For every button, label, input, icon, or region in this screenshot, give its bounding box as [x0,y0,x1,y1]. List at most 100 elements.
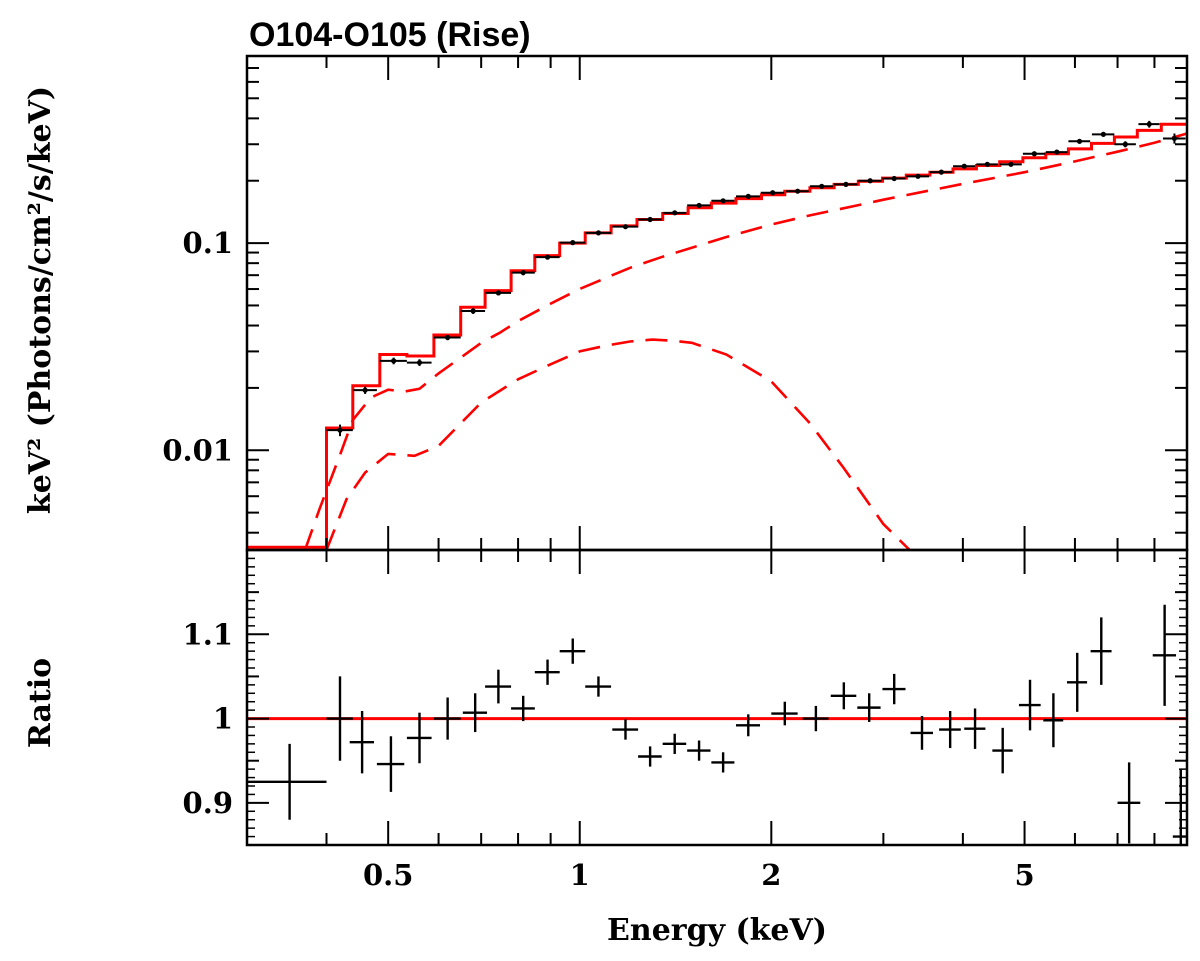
data-point-marker [520,270,526,276]
data-point-marker [445,334,451,341]
data-point-marker [1076,138,1083,144]
data-point-marker [470,308,476,314]
ratio-point [735,714,761,737]
ratio-point [559,638,586,664]
data-point [352,386,377,394]
ratio-y-tick-label: 1.1 [183,617,233,651]
data-point [406,359,432,367]
data-point [906,173,930,179]
ratio-point [433,697,461,740]
top-y-ticks: 0.1 0.01 [162,55,1187,534]
ratio-point [511,695,535,722]
ratio-point [687,740,711,761]
data-point [760,190,785,196]
data-point [882,175,906,182]
data-point [1138,120,1160,128]
ratio-point [882,673,906,705]
ratio-point [910,716,933,750]
ratio-point [857,693,881,722]
data-point-marker [843,181,849,187]
model-component-2 [325,338,911,550]
data-point-marker [819,183,825,189]
data-point [326,424,353,437]
data-point [638,216,662,223]
ratio-point [349,710,375,774]
ratio-y-tick-label: 0.9 [183,786,233,820]
data-point [662,210,687,216]
ratio-point [662,733,687,754]
data-point [534,254,560,260]
model-component-1 [303,132,1187,550]
data-point [460,308,486,314]
data-point-marker [544,254,551,260]
ratio-point [376,736,405,792]
y-tick-label: 0.01 [162,433,233,467]
data-point [485,290,512,296]
ratio-point [585,676,612,697]
data-point-marker [1100,131,1106,137]
data-point-marker [570,240,576,246]
data-point [1162,133,1186,144]
data-point-marker [867,178,873,184]
top-panel-frame [245,54,1189,552]
bottom-plot-area [247,604,1187,845]
data-point-marker [416,359,423,366]
x-tick-label: 0.5 [363,858,413,892]
data-point [735,193,761,200]
data-point-marker [1171,135,1178,142]
data-point-marker [622,224,629,230]
data-point [1045,149,1068,155]
data-point-marker [938,169,944,175]
top-plot-area [247,120,1187,550]
ratio-y-tick-label: 1 [213,702,233,736]
ratio-point [1090,617,1112,685]
x-axis-title: Energy (keV) [607,913,827,948]
model-total-histogram [247,122,1187,549]
data-point-marker [391,358,397,364]
ratio-point [964,708,986,749]
x-tick-label: 5 [1014,858,1034,892]
ratio-point [711,752,735,773]
data-point-marker [1031,151,1037,157]
data-point-marker [915,173,921,179]
data-point [929,169,953,175]
bottom-y-ticks: 1.1 1 0.9 [183,549,1187,846]
data-point-marker [1054,149,1060,155]
bottom-panel-frame [245,548,1189,847]
data-point [1114,141,1136,148]
data-point [612,224,639,230]
ratio-point [534,659,560,685]
data-point-marker [720,198,726,204]
data-point [687,202,711,209]
ratio-point [326,676,353,761]
bottom-panel: 1.1 1 0.9 0.5 1 2 5 [183,56,1189,892]
x-tick-label: 1 [570,858,590,892]
data-point [1068,138,1091,144]
data-point [809,183,833,189]
ratio-point [830,682,857,710]
ratio-point [1043,693,1064,748]
ratio-point [1152,604,1177,706]
data-point-marker [745,193,751,200]
data-point [511,270,535,276]
y-tick-label: 0.1 [183,226,233,260]
data-point-marker [984,161,990,167]
ratio-point [406,712,432,764]
data-point-marker [495,290,501,296]
data-point [953,163,976,169]
data-point-marker [595,230,602,236]
data-point [858,178,882,184]
data-point-marker [961,163,967,169]
data-point [1091,131,1115,137]
data-point-marker [647,216,653,223]
y-axis-title-bottom: Ratio [23,658,58,748]
ratio-point [1117,762,1141,844]
ratio-point [1018,679,1041,731]
ratio-point [247,743,327,820]
data-point [1022,151,1046,157]
ratio-point [612,719,639,740]
data-point [433,334,461,341]
x-ticks: 0.5 1 2 5 [325,56,1156,892]
x-tick-label: 2 [761,858,781,892]
top-panel: 0.1 0.01 [162,54,1189,552]
